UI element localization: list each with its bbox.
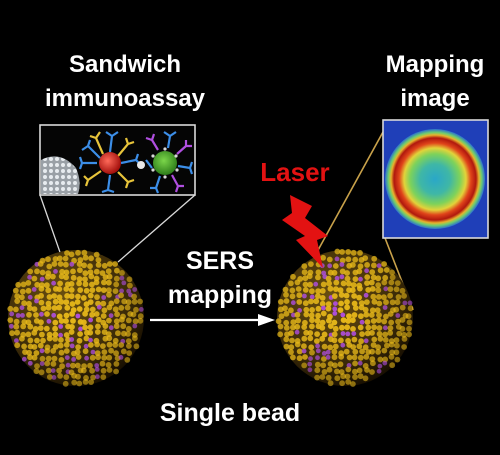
mapping-image	[382, 119, 489, 239]
laser-label: Laser	[260, 157, 330, 187]
antibody-particle-right	[145, 131, 194, 194]
single-bead-label: Single bead	[159, 399, 301, 427]
sers-label: SERS	[185, 247, 255, 275]
substrate-mesh	[41, 156, 80, 194]
sers-arrow	[150, 314, 275, 326]
bead-right	[275, 248, 414, 387]
mapping-ring	[385, 129, 485, 229]
reporter-shell-dots	[151, 147, 179, 179]
sandwich-inset	[39, 124, 196, 196]
bead-left	[7, 249, 144, 387]
laser-bolt-icon	[282, 195, 328, 268]
sandwich-label: Sandwich	[68, 51, 182, 78]
antibody-particle-left	[78, 131, 141, 194]
gold-core-particle	[99, 152, 121, 174]
immunoassay-label: immunoassay	[44, 85, 206, 112]
image-label: image	[400, 85, 470, 112]
reporter-particle	[153, 151, 177, 175]
antigen-dot	[137, 161, 145, 169]
mapping-label: Mapping	[385, 51, 485, 78]
sers-mapping-label: mapping	[167, 281, 273, 309]
inset-connector-lines	[39, 194, 196, 263]
